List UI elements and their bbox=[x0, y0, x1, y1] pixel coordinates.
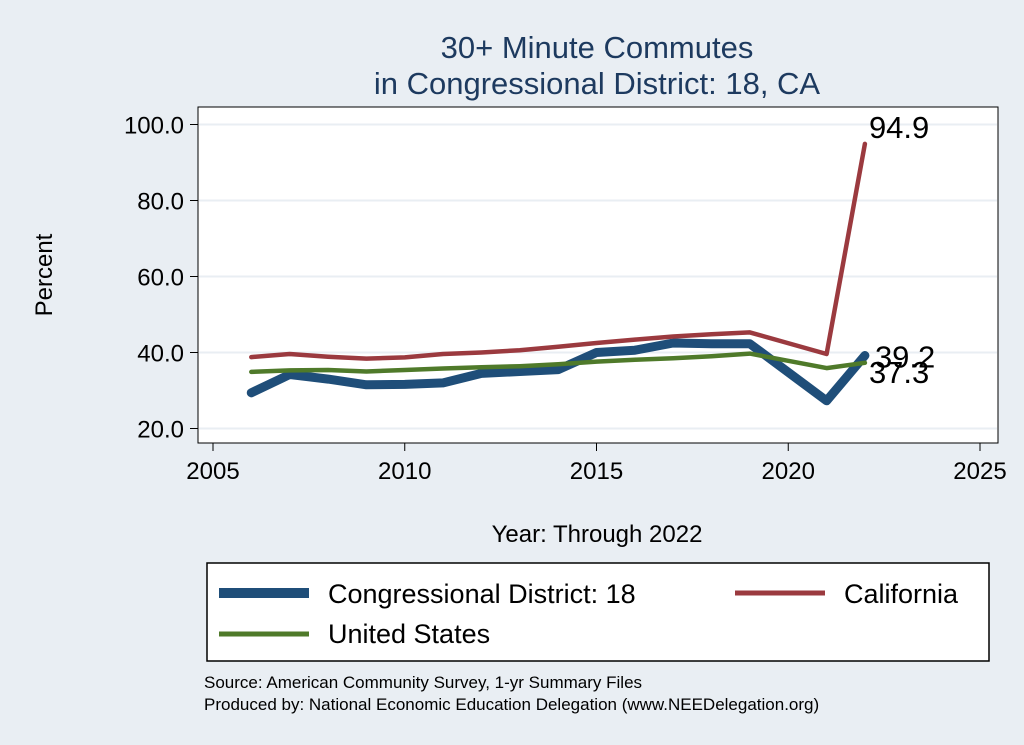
y-tick-label: 20.0 bbox=[137, 417, 184, 444]
x-axis-label: Year: Through 2022 bbox=[492, 521, 703, 548]
y-axis-label: Percent bbox=[31, 233, 58, 316]
source-note: Source: American Community Survey, 1-yr … bbox=[204, 673, 642, 692]
x-tick-label: 2005 bbox=[186, 458, 239, 485]
x-tick-label: 2020 bbox=[762, 458, 815, 485]
series-line-district bbox=[246, 338, 870, 406]
series-lines bbox=[246, 141, 870, 406]
y-tick-label: 40.0 bbox=[137, 341, 184, 368]
legend: Congressional District: 18 California Un… bbox=[206, 562, 990, 662]
x-axis: 2005 2010 2015 2020 2025 bbox=[186, 442, 1007, 485]
legend-label-united-states: United States bbox=[328, 619, 490, 649]
end-label-district: 39.2 bbox=[875, 340, 935, 375]
y-tick-label: 100.0 bbox=[124, 113, 184, 140]
chart-title-line-2: in Congressional District: 18, CA bbox=[374, 66, 821, 101]
series-line-california bbox=[249, 141, 868, 361]
end-label-california: 94.9 bbox=[869, 110, 929, 145]
legend-box bbox=[206, 562, 990, 662]
x-tick-label: 2015 bbox=[570, 458, 623, 485]
producer-note: Produced by: National Economic Education… bbox=[204, 695, 819, 714]
x-tick-label: 2025 bbox=[953, 458, 1006, 485]
legend-label-california: California bbox=[844, 579, 959, 609]
series-line-united-states bbox=[249, 351, 868, 375]
y-tick-label: 60.0 bbox=[137, 265, 184, 292]
y-tick-label: 80.0 bbox=[137, 189, 184, 216]
end-labels: 39.2 94.9 37.3 bbox=[869, 110, 935, 390]
y-axis: 20.0 40.0 60.0 80.0 100.0 bbox=[124, 113, 199, 444]
legend-label-district: Congressional District: 18 bbox=[328, 579, 636, 609]
end-label-united-states: 37.3 bbox=[869, 355, 929, 390]
plot-area bbox=[197, 106, 999, 444]
chart-title-line-1: 30+ Minute Commutes bbox=[441, 30, 754, 65]
x-tick-label: 2010 bbox=[378, 458, 431, 485]
